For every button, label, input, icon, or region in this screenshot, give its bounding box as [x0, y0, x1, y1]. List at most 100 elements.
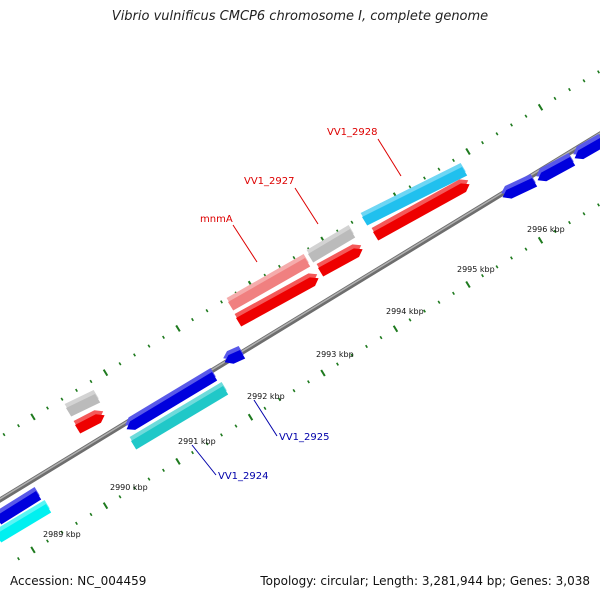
gene-forward-gray-left-face[interactable]: [66, 394, 101, 417]
kbp-label-2995: 2995 kbp: [457, 265, 495, 274]
map-title: Vibrio vulnificus CMCP6 chromosome I, co…: [111, 9, 489, 24]
lower-tick: [46, 539, 49, 543]
gene-reverse-right-2-face[interactable]: [537, 157, 576, 182]
upper-tick: [133, 353, 136, 357]
gene-mnma-face[interactable]: [236, 277, 319, 327]
upper-tick: [597, 70, 600, 74]
tick-dots-upper: [2, 70, 600, 437]
upper-tick: [46, 406, 49, 410]
gene-label-vv1-2928[interactable]: VV1_2928: [327, 127, 378, 138]
upper-tick: [408, 185, 412, 189]
lower-tick: [30, 546, 36, 554]
lower-tick: [597, 203, 600, 207]
upper-tick: [162, 335, 165, 339]
lower-tick: [510, 256, 513, 260]
upper-tick: [220, 300, 223, 304]
gene-vv1-2924-blue-face[interactable]: [126, 372, 218, 430]
gene-reverse-right-1-face[interactable]: [502, 178, 538, 199]
kbp-label-2994: 2994 kbp: [386, 307, 424, 316]
tick-dots-lower: [17, 203, 600, 561]
gene-vv1-2927-face[interactable]: [318, 248, 363, 277]
leader-line-vv1-2925: [253, 399, 278, 437]
upper-tick: [60, 397, 64, 401]
lower-tick: [278, 397, 281, 402]
lower-tick: [350, 353, 354, 357]
gene-mnma-pseudo-face[interactable]: [228, 258, 311, 311]
upper-tick: [30, 413, 36, 421]
lower-tick: [102, 502, 109, 510]
upper-tick: [118, 362, 122, 366]
lower-tick: [582, 212, 586, 216]
upper-tick: [481, 140, 484, 145]
lower-tick: [205, 442, 209, 446]
leader-line-vv1-2927: [294, 187, 319, 225]
gene-vv1-2928-face[interactable]: [373, 183, 470, 241]
gene-label-mnma[interactable]: mnmA: [200, 214, 233, 225]
upper-tick: [452, 158, 455, 163]
lower-tick: [191, 450, 194, 455]
gene-vv1-2928-cyan-face[interactable]: [362, 167, 468, 226]
lower-tick: [118, 495, 122, 499]
upper-tick: [524, 114, 528, 118]
lower-tick: [336, 362, 339, 366]
kbp-label-2991: 2991 kbp: [178, 437, 216, 446]
lower-tick: [220, 433, 223, 437]
upper-tick: [350, 220, 354, 224]
lower-tick: [75, 521, 78, 526]
gene-reverse-left-cyan-face[interactable]: [0, 504, 52, 543]
gene-reverse-left-blue-face[interactable]: [0, 491, 42, 525]
lower-tick: [89, 512, 93, 517]
leader-line-vv1-2928: [377, 138, 402, 177]
lower-tick: [495, 265, 499, 269]
lower-tick: [553, 229, 557, 234]
upper-tick: [89, 379, 93, 384]
lower-tick: [247, 413, 254, 421]
lower-tick: [392, 325, 399, 333]
gene-label-vv1-2924[interactable]: VV1_2924: [218, 471, 269, 482]
leader-line-mnma: [232, 224, 258, 263]
upper-tick: [537, 103, 544, 111]
lower-tick: [452, 291, 455, 296]
lower-tick: [147, 477, 151, 481]
upper-tick: [465, 148, 471, 156]
gene-reverse-right-3-face[interactable]: [574, 138, 600, 160]
lower-tick: [60, 530, 64, 534]
lower-tick: [568, 220, 571, 225]
kbp-label-2989: 2989 kbp: [43, 530, 81, 539]
lower-tick: [379, 335, 383, 340]
lower-tick: [524, 247, 528, 251]
upper-tick: [568, 87, 571, 92]
kbp-label-2993: 2993 kbp: [316, 350, 354, 359]
upper-tick: [205, 309, 209, 313]
kbp-label-2990: 2990 kbp: [110, 483, 148, 492]
accession-text: Accession: NC_004459: [10, 574, 147, 588]
lower-tick: [481, 273, 484, 278]
upper-tick: [278, 264, 281, 269]
lower-tick: [437, 300, 441, 304]
lower-tick: [17, 557, 20, 561]
gene-label-vv1-2927[interactable]: VV1_2927: [244, 176, 295, 187]
lower-tick: [423, 309, 426, 313]
gene-vv1-2927-gray-face[interactable]: [308, 229, 356, 263]
upper-tick: [437, 167, 441, 171]
upper-tick: [495, 132, 499, 136]
kbp-label-2992: 2992 kbp: [247, 392, 285, 401]
gene-reverse-small-face[interactable]: [224, 350, 246, 364]
upper-tick: [510, 123, 513, 127]
upper-tick: [102, 369, 109, 377]
upper-tick: [553, 96, 557, 101]
upper-tick: [292, 255, 296, 260]
gene-label-vv1-2925[interactable]: VV1_2925: [279, 432, 330, 443]
lower-tick: [465, 281, 471, 289]
lower-tick: [408, 318, 412, 322]
upper-tick: [2, 432, 6, 437]
gene-vv1-2925-teal-face[interactable]: [131, 386, 229, 450]
upper-tick: [175, 324, 181, 332]
upper-tick: [147, 344, 151, 348]
upper-tick: [423, 176, 426, 180]
upper-tick: [582, 79, 586, 83]
gene-forward-red-left-face[interactable]: [75, 414, 105, 434]
leader-line-vv1-2924: [191, 444, 217, 476]
lower-tick: [175, 457, 181, 465]
